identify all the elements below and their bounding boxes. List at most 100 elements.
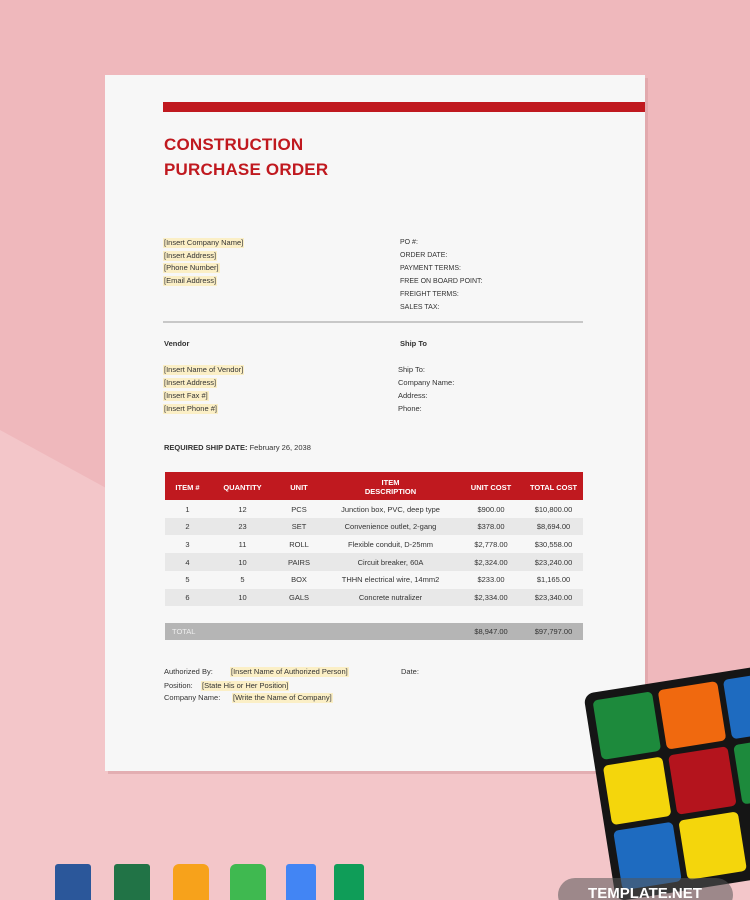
table-cell: SET (291, 522, 307, 532)
table-cell: 10 (238, 593, 247, 602)
ship-to-heading: Ship To (400, 339, 427, 348)
sig-value: [Write the Name of Company] (232, 693, 333, 703)
order-field: PO #: (400, 239, 418, 246)
column-header: ITEM # (175, 482, 200, 492)
table-cell: 11 (238, 539, 247, 549)
column-header: UNIT COST (470, 482, 512, 492)
sig-value: [State His or Her Position] (201, 681, 290, 691)
total-label: TOTAL (172, 627, 196, 636)
table-cell: 12 (238, 504, 247, 514)
table-cell: 3 (185, 539, 190, 549)
red-bar (163, 102, 645, 112)
company-line: [Insert Company Name] (163, 238, 245, 248)
sticker (603, 757, 671, 825)
sig-label: Company Name: (164, 693, 221, 702)
table-cell: $2,334.00 (474, 593, 508, 602)
table-cell: 23 (238, 522, 247, 532)
label: REQUIRED SHIP DATE: (164, 443, 248, 452)
required-ship-date: REQUIRED SHIP DATE: February 26, 2038 (164, 443, 311, 453)
table-cell: Circuit breaker, 60A (357, 557, 424, 567)
sig-label: Position: (164, 681, 193, 690)
sheets-icon (334, 864, 364, 900)
order-field: PAYMENT TERMS: (400, 265, 461, 272)
table-cell: 2 (185, 522, 190, 532)
table-row (165, 588, 583, 607)
docs-icon (286, 864, 316, 900)
table-cell: $378.00 (477, 522, 505, 532)
value: February 26, 2038 (249, 443, 311, 452)
column-header: QUANTITY (223, 482, 262, 492)
order-field: SALES TAX: (400, 304, 440, 311)
sig-label: Authorized By: (164, 667, 213, 676)
table-cell: PCS (291, 504, 307, 514)
table-cell: $23,340.00 (534, 593, 573, 602)
vendor-line: [Insert Phone #] (163, 404, 218, 414)
paper (105, 75, 645, 771)
company-line: [Phone Number] (163, 263, 220, 274)
table-cell: 1 (185, 504, 190, 514)
column-header: TOTAL COST (529, 482, 578, 492)
table-cell: Flexible conduit, D-25mm (347, 539, 434, 549)
total-cost: $97,797.00 (534, 627, 573, 636)
total-unit-cost: $8,947.00 (474, 627, 508, 636)
ship-to-line: Phone: (398, 404, 422, 413)
table-cell: $1,165.00 (536, 575, 571, 585)
order-field: FREIGHT TERMS: (400, 291, 459, 298)
table-cell: 5 (185, 575, 190, 585)
vendor-line: [Insert Fax #] (163, 391, 209, 401)
numbers-icon (230, 864, 266, 900)
table-cell: $2,324.00 (474, 557, 508, 567)
sticker (613, 822, 682, 890)
vendor-line: [Insert Name of Vendor] (163, 365, 245, 375)
vendor-line: [Insert Address] (163, 378, 218, 388)
sig-label: Date: (401, 667, 419, 676)
table-header (165, 472, 583, 500)
sticker (679, 812, 747, 880)
ship-to-line: Company Name: (398, 378, 455, 387)
vendor-heading: Vendor (164, 339, 190, 348)
table-cell: 4 (185, 557, 190, 567)
table-cell: $233.00 (477, 575, 505, 585)
sticker (723, 671, 750, 739)
column-header: UNIT (290, 482, 308, 492)
table-cell: ROLL (289, 539, 309, 549)
table-cell: 10 (238, 557, 247, 567)
table-cell: GALS (288, 593, 309, 602)
table-row (165, 553, 583, 571)
sticker (593, 692, 661, 760)
table-cell: BOX (291, 575, 307, 585)
table-cell: $900.00 (477, 504, 505, 514)
table-cell: PAIRS (288, 557, 310, 567)
table-cell: 5 (240, 575, 245, 585)
table-cell: $2,778.00 (474, 539, 508, 549)
order-field: FREE ON BOARD POINT: (400, 278, 483, 285)
word-icon (55, 864, 91, 900)
title: CONSTRUCTION (164, 135, 304, 154)
company-line: [Email Address] (163, 276, 218, 287)
sig-value: [Insert Name of Authorized Person] (230, 667, 349, 677)
column-header: ITEM DESCRIPTION (364, 478, 417, 496)
table-cell: $23,240.00 (534, 557, 573, 567)
table-cell: $8,694.00 (536, 522, 571, 532)
table-cell: Concrete nutralizer (358, 593, 423, 602)
table-row (165, 570, 583, 589)
watermark: TEMPLATE.NET (588, 885, 702, 900)
title: PURCHASE ORDER (164, 160, 329, 179)
order-field: ORDER DATE: (400, 252, 448, 259)
ship-to-line: Ship To: (398, 365, 425, 374)
company-line: [Insert Address] (163, 250, 218, 261)
sticker (658, 681, 726, 749)
table-cell: Junction box, PVC, deep type (341, 504, 440, 514)
excel-icon (114, 864, 150, 900)
table-cell: THHN electrical wire, 14mm2 (341, 575, 440, 585)
rubiks-cube (584, 664, 750, 900)
table-row (165, 517, 583, 536)
table-cell: $10,800.00 (534, 504, 573, 514)
watermark-badge (558, 878, 733, 900)
table-cell: 6 (185, 593, 190, 602)
total-row (165, 623, 583, 640)
table-row (165, 500, 583, 518)
app-icons (55, 864, 364, 900)
